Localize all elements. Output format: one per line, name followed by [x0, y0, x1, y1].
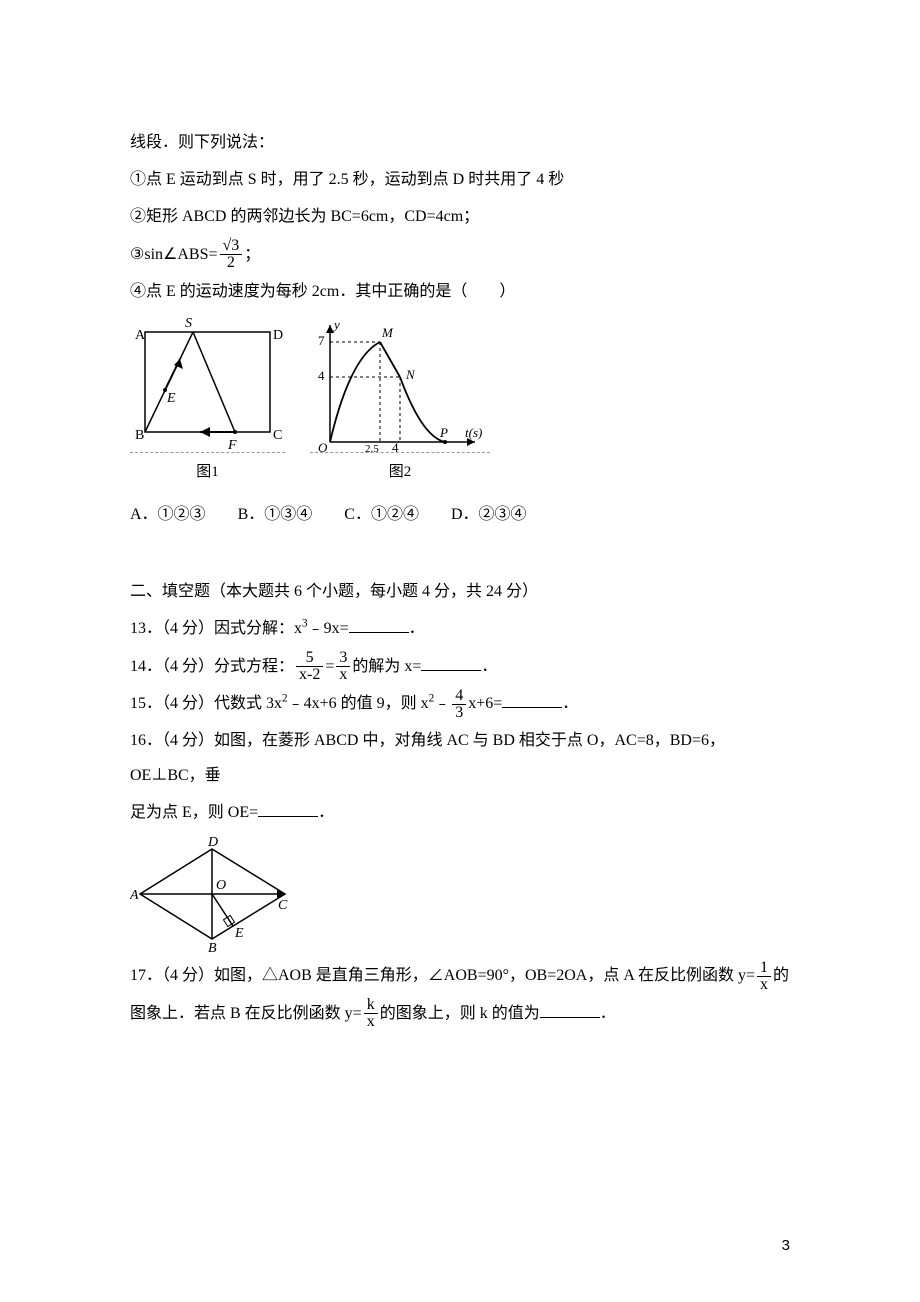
q17-line1: 17．（4 分）如图，△AOB 是直角三角形，∠AOB=90°，OB=2OA，点…	[130, 958, 790, 993]
label-O: O	[318, 440, 328, 452]
svg-text:O: O	[216, 878, 226, 893]
label-E: E	[166, 391, 176, 406]
label-D: D	[273, 328, 283, 343]
fig1-label: 图1	[130, 452, 285, 489]
option-b: B．①③④	[238, 506, 313, 523]
blank-16	[258, 801, 318, 817]
blank-13	[349, 617, 409, 633]
s3-text: ③sin∠ABS=	[130, 246, 218, 263]
label-M: M	[381, 325, 394, 340]
q13: 13．（4 分）因式分解：x3﹣9x=．	[130, 611, 790, 646]
blank-14	[421, 655, 481, 671]
label-B: B	[135, 428, 144, 443]
y7: 7	[318, 333, 325, 348]
statement-4: ④点 E 的运动速度为每秒 2cm．其中正确的是（ ）	[130, 274, 790, 309]
q16-line2: 足为点 E，则 OE=．	[130, 795, 790, 830]
figure-row: A B C D S E F 图1 y t(s) O 7	[130, 317, 790, 489]
figure-2: y t(s) O 7 4 2.5 4 M N P 图2	[310, 317, 490, 489]
svg-text:E: E	[234, 926, 244, 941]
statement-1: ①点 E 运动到点 S 时，用了 2.5 秒，运动到点 D 时共用了 4 秒	[130, 162, 790, 197]
page-number: 3	[782, 1229, 790, 1262]
blank-17	[540, 1002, 600, 1018]
label-P: P	[439, 425, 448, 440]
axis-x: t(s)	[465, 425, 482, 440]
s3-end: ；	[244, 246, 260, 263]
s3-fraction: √32	[220, 238, 243, 271]
svg-text:D: D	[207, 835, 218, 850]
blank-15	[502, 692, 562, 708]
y4: 4	[318, 368, 325, 383]
label-A: A	[135, 328, 146, 343]
intro-line: 线段．则下列说法：	[130, 125, 790, 160]
label-C: C	[273, 428, 282, 443]
option-c: C．①②④	[344, 506, 419, 523]
label-F: F	[227, 438, 237, 452]
label-N: N	[405, 367, 416, 382]
options-row: A．①②③ B．①③④ C．①②④ D．②③④	[130, 497, 790, 532]
axis-y: y	[332, 317, 340, 332]
x4: 4	[392, 440, 399, 452]
statement-3: ③sin∠ABS=√32；	[130, 237, 790, 272]
q16-figure: A D C B O E	[130, 834, 790, 954]
figure-1: A B C D S E F 图1	[130, 317, 285, 489]
q16-line1: 16．（4 分）如图，在菱形 ABCD 中，对角线 AC 与 BD 相交于点 O…	[130, 723, 790, 793]
section2-title: 二、填空题（本大题共 6 个小题，每小题 4 分，共 24 分）	[130, 574, 790, 609]
q14: 14．（4 分）分式方程：5x-2=3x的解为 x=．	[130, 649, 790, 684]
label-S: S	[185, 317, 192, 331]
option-a: A．①②③	[130, 506, 206, 523]
fig2-label: 图2	[310, 452, 490, 489]
x25: 2.5	[365, 443, 379, 452]
svg-text:C: C	[278, 898, 288, 913]
statement-2: ②矩形 ABCD 的两邻边长为 BC=6cm，CD=4cm；	[130, 199, 790, 234]
q15: 15．（4 分）代数式 3x2﹣4x+6 的值 9，则 x2﹣43x+6=．	[130, 686, 790, 721]
svg-text:A: A	[130, 888, 139, 903]
q17-line2: 图象上．若点 B 在反比例函数 y=kx的图象上，则 k 的值为．	[130, 996, 790, 1031]
svg-text:B: B	[208, 941, 217, 954]
option-d: D．②③④	[451, 506, 527, 523]
